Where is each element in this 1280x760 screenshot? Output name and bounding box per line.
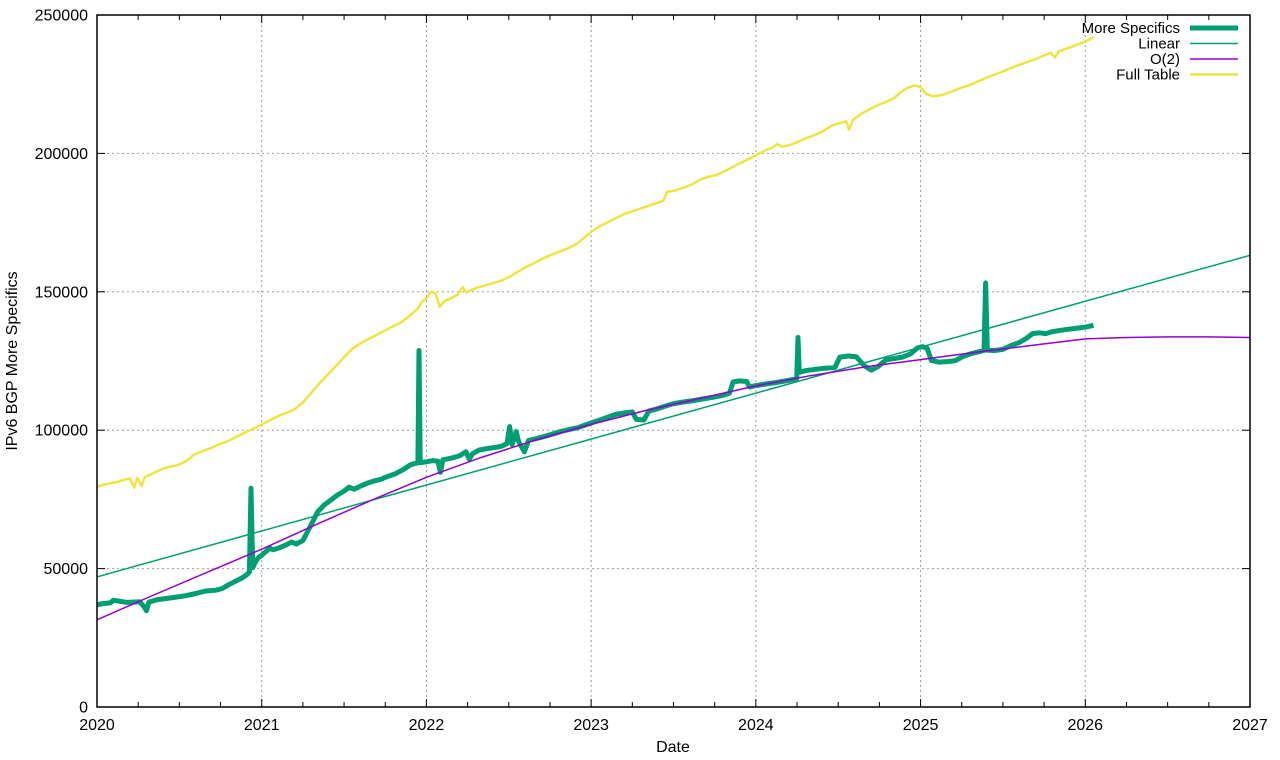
series-line-o-2- — [97, 336, 1250, 621]
series-layer — [97, 36, 1250, 621]
legend-item-more-specifics: More Specifics — [1082, 20, 1238, 37]
y-axis-title: IPv6 BGP More Specifics — [4, 271, 21, 450]
x-tick-label-2027: 2027 — [1232, 717, 1268, 734]
plot-border — [96, 14, 1251, 708]
grid-layer — [97, 15, 1250, 707]
legend-label-full-table: Full Table — [1116, 67, 1180, 84]
y-tick-label-100000: 100000 — [35, 423, 88, 440]
x-tick-label-2025: 2025 — [903, 717, 939, 734]
x-tick-label-2023: 2023 — [573, 717, 609, 734]
x-tick-label-2021: 2021 — [244, 717, 280, 734]
legend-item-full-table: Full Table — [1116, 67, 1238, 84]
axis-layer: 2020 2021 2022 2023 2024 2025 2026 2027 0 50000 10… — [35, 8, 1268, 735]
legend-item-linear: Linear — [1138, 36, 1238, 53]
legend-label-linear: Linear — [1138, 36, 1180, 53]
legend-item-o-2-: O(2) — [1150, 51, 1238, 68]
y-tick-label-0: 0 — [79, 700, 88, 717]
x-tick-label-2024: 2024 — [738, 717, 774, 734]
x-tick-label-2020: 2020 — [79, 717, 115, 734]
x-tick-label-2026: 2026 — [1067, 717, 1103, 734]
series-line-more-specifics — [97, 280, 1095, 614]
y-tick-label-250000: 250000 — [35, 8, 88, 25]
legend-label-more-specifics: More Specifics — [1082, 20, 1180, 37]
series-line-linear — [97, 254, 1250, 578]
series-line-full-table — [97, 36, 1095, 490]
x-axis-title: Date — [656, 739, 690, 756]
legend-label-o-2-: O(2) — [1150, 51, 1180, 68]
x-tick-label-2022: 2022 — [409, 717, 445, 734]
y-tick-label-150000: 150000 — [35, 284, 88, 301]
y-tick-label-200000: 200000 — [35, 146, 88, 163]
y-tick-label-50000: 50000 — [44, 561, 89, 578]
